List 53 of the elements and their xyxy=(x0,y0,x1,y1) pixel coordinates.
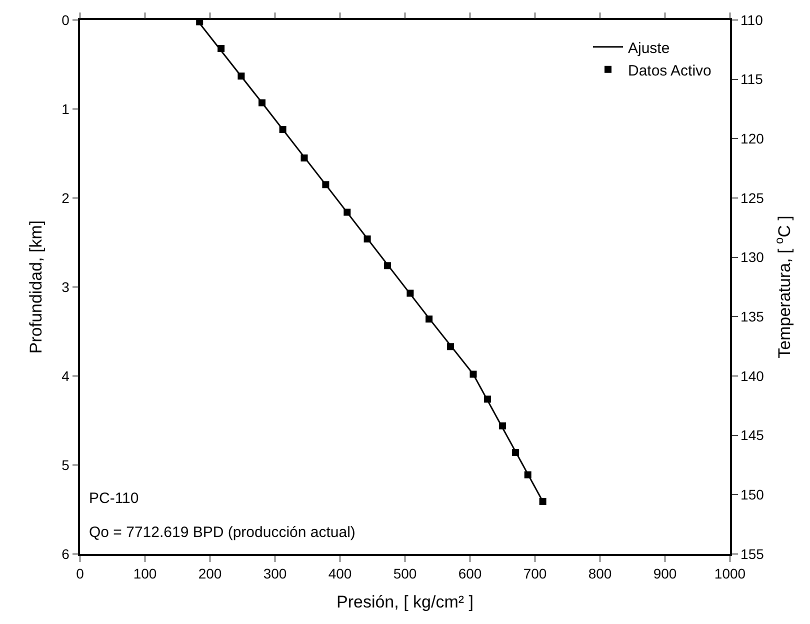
point xyxy=(406,290,414,297)
point xyxy=(539,498,546,505)
y2-tick-label: 145 xyxy=(740,427,764,444)
x-tick-label: 100 xyxy=(133,566,157,582)
x-tick-label: 500 xyxy=(393,566,417,582)
x-tick-label: 900 xyxy=(653,566,677,582)
x-tick-label: 700 xyxy=(523,566,547,582)
point xyxy=(300,154,308,162)
point xyxy=(196,20,204,26)
legend-label: Ajuste xyxy=(628,40,670,57)
y2-tick-label: 130 xyxy=(740,249,764,266)
y-tick-label: 4 xyxy=(62,368,70,384)
y2-tick-label: 155 xyxy=(740,546,764,562)
legend-label: Datos Activo xyxy=(628,62,712,80)
point xyxy=(384,262,391,270)
y2-tick-label: 140 xyxy=(740,368,764,384)
point xyxy=(499,422,506,430)
annotation: PC-110 xyxy=(89,490,139,507)
y-tick-label: 6 xyxy=(62,546,70,562)
y2-tick-label: 120 xyxy=(740,130,764,147)
point xyxy=(484,396,492,403)
point xyxy=(426,316,433,323)
x-tick-label: 0 xyxy=(76,566,84,582)
point xyxy=(344,208,351,216)
point xyxy=(258,99,266,106)
point xyxy=(524,471,532,478)
point xyxy=(364,235,371,242)
y-tick-label: 1 xyxy=(62,100,70,117)
y-tick-label: 3 xyxy=(62,278,70,295)
x-tick-label: 300 xyxy=(263,566,287,582)
y-tick-label: 2 xyxy=(62,190,70,206)
point xyxy=(512,449,519,456)
x-tick-label: 400 xyxy=(328,566,352,582)
annotation: Qo = 7712.619 BPD (producción actual) xyxy=(89,524,356,541)
y-axis-title: Profundidad, [km] xyxy=(26,220,46,354)
point xyxy=(218,44,225,52)
y2-tick-label: 135 xyxy=(740,308,764,325)
x-axis-title: Presión, [ kg/cm² ] xyxy=(336,592,474,612)
x-tick-label: 200 xyxy=(198,566,222,582)
y2-tick-label: 115 xyxy=(740,71,764,88)
point xyxy=(470,370,477,378)
y-tick-label: 0 xyxy=(62,12,70,28)
point xyxy=(279,126,286,133)
y2-tick-label: 110 xyxy=(740,12,764,28)
x-tick-label: 1000 xyxy=(714,566,746,582)
point xyxy=(322,181,330,188)
point xyxy=(238,72,245,80)
y-tick-label: 5 xyxy=(62,456,70,473)
point xyxy=(447,343,454,350)
y2-tick-label: 125 xyxy=(740,190,764,206)
x-tick-label: 600 xyxy=(458,566,482,582)
y2-tick-label: 150 xyxy=(740,486,764,503)
x-tick-label: 800 xyxy=(588,566,612,582)
